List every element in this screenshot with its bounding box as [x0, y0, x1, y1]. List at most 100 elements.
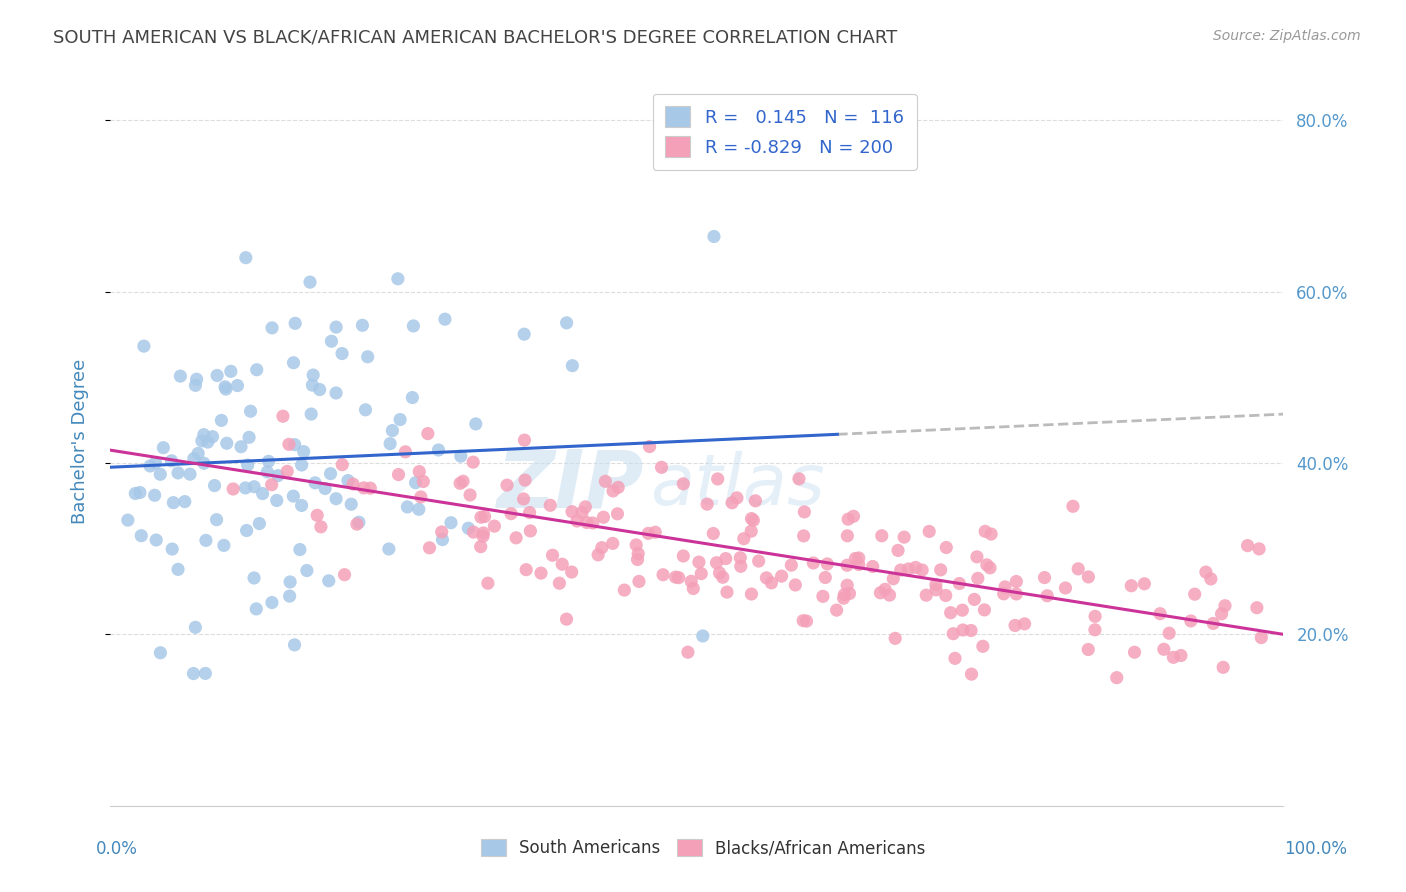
Point — [167, 562, 190, 576]
Point — [333, 567, 356, 582]
Point — [145, 456, 167, 470]
Point — [966, 571, 988, 585]
Point — [592, 510, 614, 524]
Point — [229, 440, 252, 454]
Point — [838, 586, 860, 600]
Legend: R =   0.145   N =  116, R = -0.829   N = 200: R = 0.145 N = 116, R = -0.829 N = 200 — [652, 94, 917, 169]
Point — [1184, 587, 1206, 601]
Point — [245, 602, 267, 616]
Point — [925, 582, 948, 597]
Point — [226, 378, 249, 392]
Text: atlas: atlas — [650, 450, 824, 520]
Point — [292, 444, 315, 458]
Point — [256, 465, 278, 479]
Point — [976, 558, 998, 572]
Point — [638, 440, 661, 454]
Point — [1195, 565, 1218, 579]
Point — [555, 612, 578, 626]
Point — [884, 632, 907, 646]
Point — [574, 500, 596, 514]
Point — [966, 549, 988, 564]
Point — [197, 435, 219, 450]
Point — [193, 427, 215, 442]
Point — [1062, 500, 1084, 514]
Point — [555, 316, 578, 330]
Point — [513, 473, 536, 487]
Point — [330, 458, 353, 472]
Point — [402, 318, 425, 333]
Point — [1014, 616, 1036, 631]
Point — [183, 451, 205, 466]
Point — [1249, 541, 1271, 556]
Point — [470, 540, 492, 554]
Point — [477, 576, 499, 591]
Point — [215, 382, 238, 396]
Point — [149, 467, 172, 482]
Point — [879, 588, 901, 602]
Point — [692, 629, 714, 643]
Point — [340, 497, 363, 511]
Point — [842, 509, 865, 524]
Point — [496, 478, 519, 492]
Point — [1213, 599, 1236, 613]
Point — [561, 505, 583, 519]
Point — [626, 552, 648, 566]
Point — [184, 620, 207, 634]
Point — [740, 524, 762, 539]
Point — [342, 477, 364, 491]
Point — [973, 603, 995, 617]
Point — [960, 667, 983, 681]
Point — [353, 481, 375, 495]
Point — [761, 575, 783, 590]
Point — [186, 372, 208, 386]
Point — [418, 541, 440, 555]
Point — [236, 458, 259, 472]
Point — [711, 570, 734, 584]
Point — [1199, 572, 1222, 586]
Point — [440, 516, 463, 530]
Point — [690, 566, 713, 581]
Point — [215, 436, 238, 450]
Point — [548, 576, 571, 591]
Point — [209, 413, 232, 427]
Point — [409, 490, 432, 504]
Point — [682, 582, 704, 596]
Point — [357, 350, 380, 364]
Point — [394, 445, 416, 459]
Point — [801, 556, 824, 570]
Point — [337, 474, 360, 488]
Point — [194, 533, 217, 548]
Point — [450, 449, 472, 463]
Point — [458, 488, 481, 502]
Point — [703, 229, 725, 244]
Point — [627, 547, 650, 561]
Point — [387, 272, 409, 286]
Point — [325, 491, 347, 506]
Point — [179, 467, 201, 482]
Point — [939, 606, 962, 620]
Point — [1005, 587, 1028, 601]
Point — [714, 551, 737, 566]
Point — [222, 482, 245, 496]
Point — [1077, 642, 1099, 657]
Point — [301, 378, 323, 392]
Point — [862, 559, 884, 574]
Point — [1005, 574, 1028, 589]
Point — [627, 574, 650, 589]
Text: ZIP: ZIP — [496, 446, 644, 524]
Point — [897, 562, 920, 576]
Point — [668, 571, 690, 585]
Point — [354, 402, 377, 417]
Point — [307, 508, 329, 523]
Point — [288, 542, 311, 557]
Point — [271, 409, 294, 424]
Point — [664, 570, 686, 584]
Point — [432, 533, 454, 547]
Point — [139, 458, 162, 473]
Point — [1004, 618, 1026, 632]
Point — [298, 275, 321, 289]
Point — [260, 477, 283, 491]
Point — [519, 506, 541, 520]
Point — [848, 558, 870, 572]
Point — [278, 589, 301, 603]
